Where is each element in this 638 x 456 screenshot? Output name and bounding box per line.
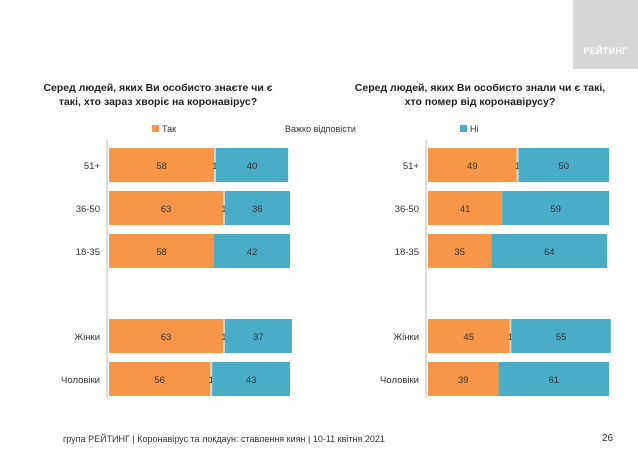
bar-segment	[223, 319, 225, 353]
data-label: 1	[209, 375, 214, 385]
bar-segment	[509, 319, 512, 353]
footer-text: група РЕЙТИНГ | Коронавірус та локдаун: …	[63, 434, 385, 444]
bar-segment	[428, 148, 517, 182]
category-label: 36-50	[76, 204, 100, 215]
bar-segment	[109, 234, 214, 268]
category-label: Жінки	[74, 332, 100, 343]
legend-swatch	[460, 125, 467, 132]
data-label: 1	[515, 161, 520, 171]
data-label: 59	[550, 204, 561, 215]
category-label: Чоловіки	[61, 375, 100, 386]
bar-segment	[428, 234, 492, 268]
data-label: 35	[454, 247, 465, 258]
bar-segment	[518, 148, 609, 182]
bar-segment	[109, 191, 224, 225]
bar-segment	[224, 191, 290, 225]
bar-segment	[223, 191, 225, 225]
bar-segment	[210, 362, 213, 396]
logo-text: РЕЙТИНГ	[583, 46, 628, 56]
data-label: 50	[558, 161, 569, 172]
category-label: 18-35	[76, 247, 100, 258]
legend-label: Ні	[470, 124, 479, 134]
bar-segment	[224, 319, 292, 353]
bar-segment	[516, 148, 519, 182]
logo: РЕЙТИНГ	[573, 0, 638, 69]
data-label: 58	[156, 161, 167, 172]
category-label: 18-35	[395, 247, 419, 258]
chart-title-line: Серед людей, яких Ви особисто знаєте чи …	[43, 82, 272, 94]
category-label: Чоловіки	[380, 375, 419, 386]
legend-label: Так	[162, 124, 176, 134]
chart-title-line: такі, хто зараз хворіє на коронавірус?	[59, 96, 257, 108]
data-label: 1	[508, 332, 513, 342]
data-label: 42	[247, 247, 258, 258]
bar-segment	[109, 362, 211, 396]
bar-segment	[428, 362, 499, 396]
legend-swatch	[152, 125, 159, 132]
data-label: 63	[161, 332, 172, 343]
bar-segment	[491, 234, 608, 268]
data-label: 41	[460, 204, 471, 215]
bar-segment	[502, 191, 609, 225]
data-label: 63	[161, 204, 172, 215]
legend-label: Важко відповісти	[285, 124, 356, 134]
data-label: 40	[247, 161, 258, 172]
bar-segment	[428, 319, 510, 353]
bar-segment	[109, 148, 214, 182]
data-label: 49	[467, 161, 478, 172]
data-label: 1	[221, 204, 226, 214]
bar-segment	[212, 362, 290, 396]
bar-segment	[511, 319, 611, 353]
category-label: 51+	[403, 161, 420, 172]
data-label: 56	[154, 375, 165, 386]
bar-segment	[498, 362, 609, 396]
data-label: 43	[246, 375, 257, 386]
bar-segment	[428, 191, 503, 225]
category-label: Жінки	[393, 332, 419, 343]
data-label: 37	[253, 332, 264, 343]
data-label: 58	[156, 247, 167, 258]
data-label: 36	[252, 204, 263, 215]
data-label: 1	[221, 332, 226, 342]
data-label: 1	[212, 161, 217, 171]
page-number: 26	[602, 433, 614, 444]
bar-segment	[213, 234, 290, 268]
data-label: 55	[556, 332, 567, 343]
bar-segment	[109, 319, 224, 353]
category-label: 36-50	[395, 204, 419, 215]
chart-title-line: хто помер від коронавірусу?	[405, 96, 556, 108]
data-label: 64	[544, 247, 555, 258]
data-label: 61	[549, 375, 560, 386]
category-label: 51+	[84, 161, 101, 172]
bar-segment	[213, 148, 216, 182]
chart-title-line: Серед людей, яких Ви особисто знали чи є…	[355, 82, 606, 94]
data-label: 45	[463, 332, 474, 343]
data-label: 39	[458, 375, 469, 386]
bar-segment	[215, 148, 289, 182]
